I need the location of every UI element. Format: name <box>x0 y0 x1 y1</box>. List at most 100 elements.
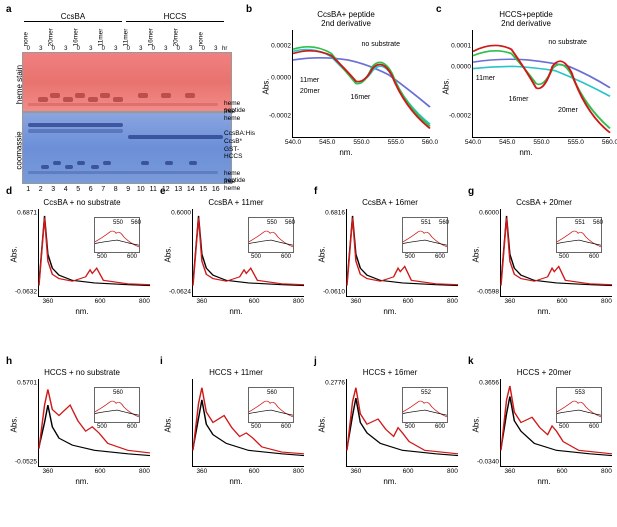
tick: 600 <box>557 466 568 475</box>
panel-g-label: g <box>468 186 474 197</box>
panel-a-label: a <box>6 4 12 15</box>
tick: 545.0 <box>319 137 335 146</box>
tick: 0.6000 <box>171 210 193 217</box>
tick: 0.0000 <box>451 64 473 71</box>
tick: 0.3656 <box>479 380 501 387</box>
annot-ccsb: CcsB* <box>224 138 242 145</box>
panel_j-chart: HCCS + 16mer 0.2776 360 600 800 552 500 … <box>316 368 464 486</box>
ylabel: Abs. <box>10 246 19 262</box>
panel-b-chart: CcsBA+ peptide2nd derivative 0.0002 0.00… <box>256 10 436 148</box>
annot-free-heme-2: free heme <box>224 178 240 192</box>
ylabel: Abs. <box>318 416 327 432</box>
label-11mer: 11mer <box>300 77 319 84</box>
ylabel: Abs. <box>318 246 327 262</box>
panel-d-label: d <box>6 186 12 197</box>
gel-group-hccs: HCCS <box>126 12 224 22</box>
panel-k-label: k <box>468 356 474 367</box>
tick: -0.0340 <box>477 458 501 465</box>
label-16mer: 16mer <box>509 96 529 103</box>
cond-11mer-b: 11mer <box>123 22 147 47</box>
cond-20mer: 20mer <box>48 22 72 47</box>
panel_g-chart: CcsBA + 20mer 0.6000 -0.0598 360 600 800… <box>470 198 617 316</box>
tick: 540.0 <box>285 137 301 146</box>
tick: -0.0002 <box>269 112 293 119</box>
panel-h-label: h <box>6 356 12 367</box>
panel-b-label: b <box>246 4 252 15</box>
tick: -0.0002 <box>449 112 473 119</box>
annot-gst-hccs: GST-HCCS <box>224 146 242 160</box>
panel_f-chart: CcsBA + 16mer 0.6816 -0.0610 360 600 800… <box>316 198 464 316</box>
label-no-substrate: no substrate <box>548 39 587 46</box>
tick: 600 <box>557 296 568 305</box>
xlabel: nm. <box>162 477 310 486</box>
panel-c-title: HCCS+peptide2nd derivative <box>436 10 616 28</box>
tick: 360 <box>42 296 53 305</box>
tick: 360 <box>196 466 207 475</box>
ylabel: Abs. <box>164 416 173 432</box>
tick: 600 <box>249 466 260 475</box>
label-16mer: 16mer <box>351 94 371 101</box>
ylabel: Abs. <box>262 78 271 94</box>
coomassie-gel <box>22 112 232 184</box>
panel-i-label: i <box>160 356 163 367</box>
tick: 550.0 <box>353 137 369 146</box>
inset: 550560 500 600 <box>94 217 140 253</box>
tick: 800 <box>293 466 304 475</box>
xlabel: nm. <box>316 307 464 316</box>
inset: 552 500 600 <box>402 387 448 423</box>
chart-title: CcsBA + 20mer <box>470 198 617 207</box>
xlabel: nm. <box>470 307 617 316</box>
inset: 560 500 600 <box>248 387 294 423</box>
tick: 360 <box>350 466 361 475</box>
tick: 800 <box>601 296 612 305</box>
tick: 560.0 <box>602 137 617 146</box>
inset: 551560 500 600 <box>556 217 602 253</box>
tick: 800 <box>447 296 458 305</box>
tick: 360 <box>504 296 515 305</box>
tick: 360 <box>350 296 361 305</box>
panel_d-chart: CcsBA + no substrate 0.6871 -0.0632 360 … <box>8 198 156 316</box>
panel-b-title: CcsBA+ peptide2nd derivative <box>256 10 436 28</box>
tick: 800 <box>293 296 304 305</box>
heme-stain-gel <box>22 52 232 112</box>
label-11mer: 11mer <box>476 75 495 82</box>
tick: 600 <box>95 296 106 305</box>
chart-title: HCCS + 11mer <box>162 368 310 377</box>
tick: 555.0 <box>568 137 584 146</box>
tick: 540.0 <box>465 137 481 146</box>
label-20mer: 20mer <box>558 107 578 114</box>
cond-20mer-b: 20mer <box>173 22 197 47</box>
panel-c-chart: HCCS+peptide2nd derivative 0.0001 0.0000… <box>436 10 616 148</box>
ylabel: Abs. <box>472 416 481 432</box>
chart-title: CcsBA + no substrate <box>8 198 156 207</box>
chart-title: CcsBA + 16mer <box>316 198 464 207</box>
gel-panel: CcsBA HCCS none 20mer 16mer 11mer 11mer … <box>22 12 232 193</box>
inset: 551560 500 600 <box>402 217 448 253</box>
cond-none: none <box>23 22 47 47</box>
tick: 0.2776 <box>325 380 347 387</box>
ylabel: Abs. <box>164 246 173 262</box>
chart-title: HCCS + 20mer <box>470 368 617 377</box>
tick: 0.5701 <box>17 380 39 387</box>
tick: 0.0001 <box>451 43 473 50</box>
tick: 360 <box>504 466 515 475</box>
tick: -0.0525 <box>15 458 39 465</box>
ylabel: Abs. <box>10 416 19 432</box>
tick: 360 <box>196 296 207 305</box>
tick: -0.0610 <box>323 288 347 295</box>
inset: 560 500 600 <box>94 387 140 423</box>
tick: 800 <box>139 296 150 305</box>
label-20mer: 20mer <box>300 88 320 95</box>
tick: 0.0000 <box>271 75 293 82</box>
cond-none-b: none <box>198 22 222 47</box>
tick: 0.6000 <box>479 210 501 217</box>
chart-title: CcsBA + 11mer <box>162 198 310 207</box>
tick: 800 <box>447 466 458 475</box>
panel_k-chart: HCCS + 20mer 0.3656 -0.0340 360 600 800 … <box>470 368 617 486</box>
panel-f-label: f <box>314 186 317 197</box>
tick: 360 <box>42 466 53 475</box>
tick: 600 <box>403 296 414 305</box>
xlabel: nm. <box>436 148 616 157</box>
ylabel: Abs. <box>442 78 451 94</box>
tick: 545.0 <box>499 137 515 146</box>
